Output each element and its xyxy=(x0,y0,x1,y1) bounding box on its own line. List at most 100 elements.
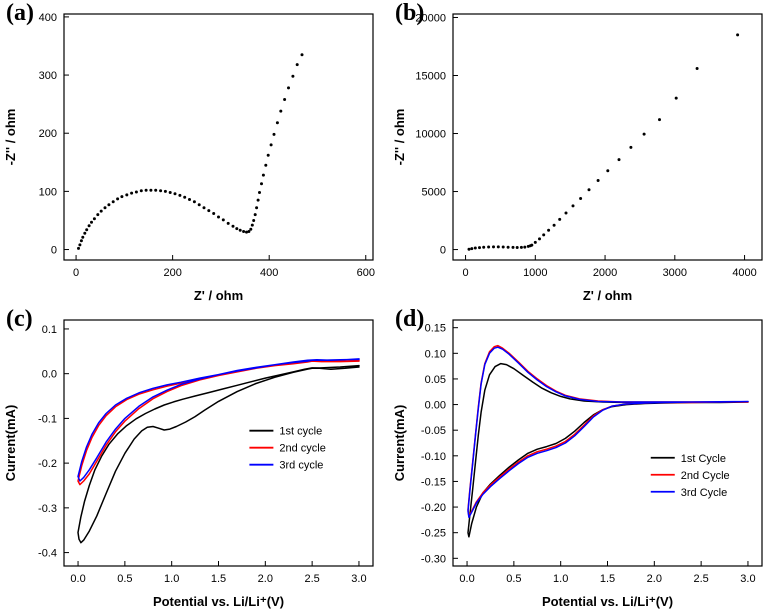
data-point xyxy=(217,215,220,219)
x-tick-label: 0 xyxy=(73,267,79,279)
plot-frame xyxy=(452,319,763,567)
data-point xyxy=(261,173,265,177)
data-point xyxy=(253,213,257,217)
data-point xyxy=(96,213,100,217)
data-point xyxy=(81,235,85,239)
data-point xyxy=(547,228,551,232)
data-point xyxy=(300,53,304,57)
data-point xyxy=(538,237,541,241)
data-point xyxy=(470,247,474,251)
y-axis-label: Current(mA) xyxy=(392,405,407,482)
x-tick-label: 600 xyxy=(357,267,375,279)
y-tick-label: -0.1 xyxy=(38,413,57,425)
data-point xyxy=(125,193,129,197)
data-point xyxy=(279,109,283,113)
y-tick-label: 0.05 xyxy=(425,374,446,386)
data-point xyxy=(629,145,633,149)
x-tick-label: 200 xyxy=(163,267,181,279)
data-point xyxy=(695,67,699,70)
panel-d-tag: (d) xyxy=(395,306,425,332)
data-point xyxy=(245,230,248,234)
x-tick-label: 2.5 xyxy=(693,573,708,585)
data-point xyxy=(202,206,206,210)
y-tick-label: -0.2 xyxy=(38,458,57,470)
x-tick-label: 0 xyxy=(462,267,468,279)
data-point xyxy=(492,245,495,249)
y-tick-label: 100 xyxy=(39,186,57,198)
x-tick-label: 1000 xyxy=(523,267,547,279)
plot-frame xyxy=(452,13,763,261)
data-point xyxy=(130,191,134,195)
y-tick-label: 200 xyxy=(39,128,57,140)
x-tick-label: 2.0 xyxy=(258,573,273,585)
panel-b: (b) 0 1000 2000 3000 4000 0 5000 10000 15000 2000… xyxy=(389,0,778,306)
y-tick-label: 300 xyxy=(39,70,57,82)
data-point xyxy=(506,245,510,249)
data-point xyxy=(197,203,201,207)
data-point xyxy=(564,211,568,215)
y-tick-label: 0.0 xyxy=(42,369,57,381)
y-tick-label: -0.05 xyxy=(421,425,446,437)
legend-label: 3rd cycle xyxy=(279,460,323,472)
x-tick-label: 0.5 xyxy=(506,573,521,585)
panel-d: (d) 0.0 0.5 1.0 1.5 2.0 2.5 3.0 -0.30 -0.25 -0.20… xyxy=(389,306,778,612)
plot-frame xyxy=(63,13,374,261)
data-point xyxy=(606,169,610,173)
data-point xyxy=(552,223,556,227)
data-point xyxy=(467,247,471,251)
legend-label: 2nd cycle xyxy=(279,443,325,455)
data-point xyxy=(256,198,260,202)
x-tick-label: 2.0 xyxy=(647,573,662,585)
data-point xyxy=(111,200,115,204)
data-point xyxy=(107,203,111,207)
data-point xyxy=(542,233,546,237)
data-point xyxy=(173,192,177,196)
data-point xyxy=(139,189,143,193)
y-tick-label: 0.10 xyxy=(425,348,446,360)
data-point xyxy=(291,74,295,78)
data-point xyxy=(159,189,163,193)
data-point xyxy=(579,197,583,200)
x-axis-label: Potential vs. Li/Li⁺(V) xyxy=(542,594,673,609)
data-point xyxy=(275,121,279,125)
data-point xyxy=(226,221,230,225)
panel-c-tag: (c) xyxy=(6,306,33,332)
data-point xyxy=(83,231,87,235)
data-point xyxy=(283,98,287,101)
data-point xyxy=(221,218,225,222)
y-tick-label: -0.10 xyxy=(421,451,446,463)
panel-c: (c) 0.0 0.5 1.0 1.5 2.0 2.5 3.0 -0.4 -0.3 -0.2 -0.… xyxy=(0,306,389,612)
x-tick-label: 1.0 xyxy=(553,573,568,585)
data-point xyxy=(295,63,299,67)
y-tick-label: -0.15 xyxy=(421,476,446,488)
data-point xyxy=(674,96,678,100)
data-point xyxy=(183,195,187,199)
data-point xyxy=(266,153,270,157)
y-tick-label: -0.3 xyxy=(38,503,57,515)
data-point xyxy=(596,179,600,182)
data-point xyxy=(212,212,216,215)
data-point xyxy=(658,118,661,122)
data-point xyxy=(154,188,158,192)
data-curve xyxy=(77,358,360,482)
y-tick-label: 20000 xyxy=(415,12,446,24)
data-point xyxy=(247,230,251,233)
data-point xyxy=(287,86,290,90)
panel-a-tag: (a) xyxy=(6,0,34,26)
data-point xyxy=(103,206,107,210)
y-tick-label: 0 xyxy=(440,245,446,257)
data-point xyxy=(144,188,148,192)
nyquist-plot-a: 0 200 400 600 0 100 200 300 400 Z' / ohm -Z'' / oh… xyxy=(3,12,375,303)
data-point xyxy=(79,239,83,243)
data-point xyxy=(134,190,138,194)
y-tick-label: 0 xyxy=(51,245,57,257)
x-tick-label: 2.5 xyxy=(304,573,319,585)
data-point xyxy=(736,33,740,37)
x-axis-label: Z' / ohm xyxy=(583,288,632,303)
data-point xyxy=(120,195,124,199)
data-point xyxy=(168,191,172,194)
legend-label: 1st cycle xyxy=(279,426,322,438)
legend-label: 1st Cycle xyxy=(681,453,726,465)
data-point xyxy=(571,204,575,208)
data-curve xyxy=(77,364,360,544)
